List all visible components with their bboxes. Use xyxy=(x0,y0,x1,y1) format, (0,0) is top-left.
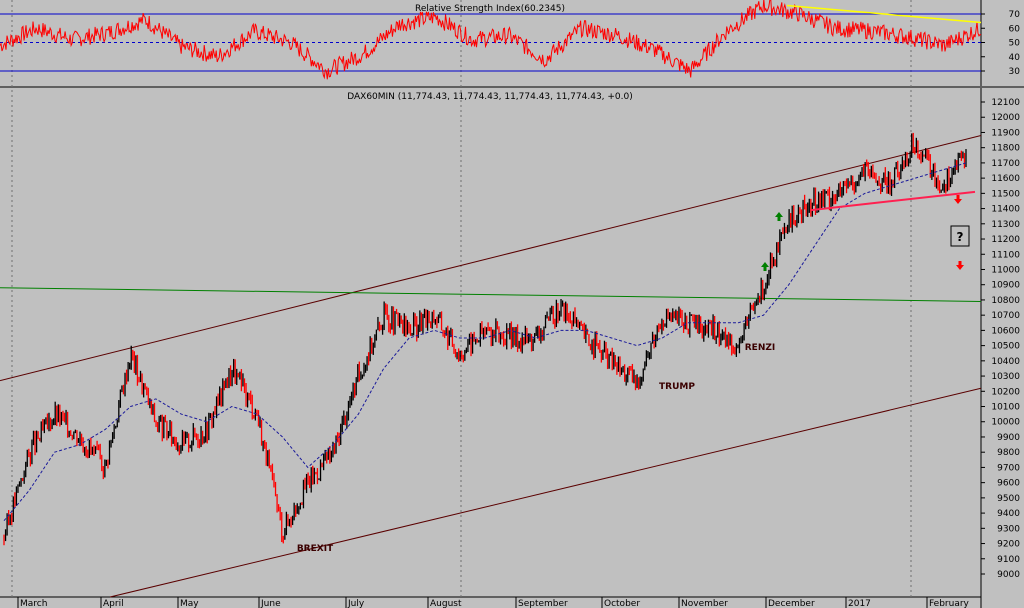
rsi-y-tick-label: 30 xyxy=(1009,67,1021,77)
x-tick-label: August xyxy=(430,599,462,608)
y-tick-label: 11400 xyxy=(991,205,1020,215)
rsi-title: Relative Strength Index(60.2345) xyxy=(415,4,565,14)
x-tick-label: December xyxy=(768,599,815,608)
y-tick-label: 11100 xyxy=(991,250,1020,260)
x-tick-label: June xyxy=(260,599,281,608)
y-tick-label: 12100 xyxy=(991,98,1020,108)
y-tick-label: 11900 xyxy=(991,128,1020,138)
y-tick-label: 10300 xyxy=(991,372,1020,382)
arrow-down-icon xyxy=(954,195,962,204)
rsi-y-tick-label: 60 xyxy=(1009,24,1021,34)
x-tick-label: April xyxy=(103,599,124,608)
y-tick-label: 11200 xyxy=(991,235,1020,245)
x-tick-label: March xyxy=(20,599,47,608)
arrow-up-icon xyxy=(775,212,783,221)
annotation-trump: TRUMP xyxy=(659,382,695,392)
x-tick-label: September xyxy=(518,599,568,608)
rsi-y-tick-label: 70 xyxy=(1009,10,1021,20)
channel-lower-line xyxy=(109,387,982,598)
channel-upper-line xyxy=(0,135,982,382)
annotation-renzi: RENZI xyxy=(745,343,776,353)
y-tick-label: 10900 xyxy=(991,281,1020,291)
y-tick-label: 10100 xyxy=(991,403,1020,413)
x-tick-label: February xyxy=(929,599,970,608)
axis-layer: March April May June July August September Octo… xyxy=(17,10,1021,608)
x-tick-label: July xyxy=(347,599,365,608)
y-tick-label: 10400 xyxy=(991,357,1020,367)
y-tick-label: 9800 xyxy=(997,448,1020,458)
moving-average-line xyxy=(3,162,967,522)
x-tick-label: 2017 xyxy=(848,599,871,608)
y-tick-label: 9100 xyxy=(997,555,1020,565)
y-tick-label: 10000 xyxy=(991,418,1020,428)
x-tick-label: November xyxy=(681,599,728,608)
y-tick-label: 11800 xyxy=(991,144,1020,154)
y-tick-label: 10600 xyxy=(991,326,1020,336)
y-tick-label: 9500 xyxy=(997,494,1020,504)
y-tick-label: 9400 xyxy=(997,509,1020,519)
y-tick-label: 11300 xyxy=(991,220,1020,230)
y-tick-label: 11600 xyxy=(991,174,1020,184)
rsi-layer xyxy=(0,0,982,80)
y-tick-label: 9000 xyxy=(997,570,1020,580)
price-title: DAX60MIN (11,774.43, 11,774.43, 11,774.4… xyxy=(347,92,633,102)
y-tick-label: 9200 xyxy=(997,540,1020,550)
support-line xyxy=(810,190,976,212)
annotation-brexit: BREXIT xyxy=(297,544,334,554)
y-tick-label: 9700 xyxy=(997,463,1020,473)
y-tick-label: 9300 xyxy=(997,524,1020,534)
rsi-y-tick-label: 40 xyxy=(1009,53,1021,63)
x-tick-label: October xyxy=(604,599,640,608)
y-tick-label: 9900 xyxy=(997,433,1020,443)
y-tick-label: 11500 xyxy=(991,189,1020,199)
y-tick-label: 11700 xyxy=(991,159,1020,169)
rsi-y-tick-label: 50 xyxy=(1009,39,1021,49)
y-tick-label: 11000 xyxy=(991,265,1020,275)
arrow-down-icon xyxy=(956,261,964,270)
y-tick-label: 10800 xyxy=(991,296,1020,306)
y-tick-label: 10200 xyxy=(991,387,1020,397)
arrow-up-icon xyxy=(761,262,769,271)
y-tick-label: 10700 xyxy=(991,311,1020,321)
rsi-trendline xyxy=(786,4,982,24)
resistance-line xyxy=(0,287,982,302)
y-tick-label: 10500 xyxy=(991,342,1020,352)
question-box: ? xyxy=(950,225,970,247)
y-tick-label: 9600 xyxy=(997,479,1020,489)
svg-text:?: ? xyxy=(957,230,964,244)
rsi-line xyxy=(0,0,982,80)
x-tick-label: May xyxy=(180,599,199,608)
price-layer xyxy=(0,132,982,598)
y-tick-label: 12000 xyxy=(991,113,1020,123)
